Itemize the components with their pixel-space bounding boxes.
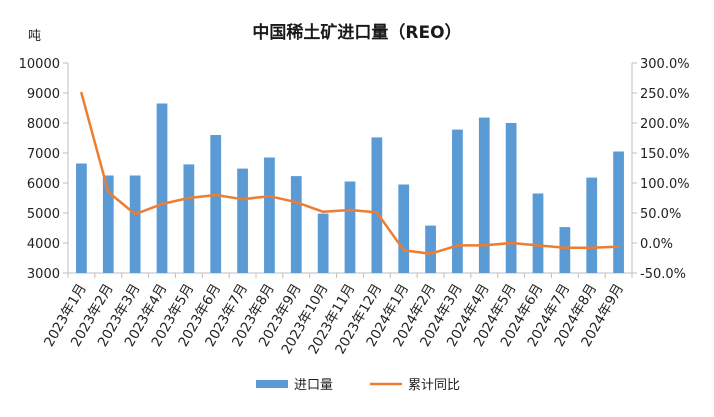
bar xyxy=(613,151,624,273)
right-axis-tick-label: 300.0% xyxy=(640,57,690,72)
line-point xyxy=(429,252,432,255)
left-axis-tick-label: 5000 xyxy=(27,207,60,222)
bar xyxy=(129,175,141,273)
right-axis-tick-label: 50.0% xyxy=(640,207,681,222)
bar xyxy=(398,184,410,273)
line-point xyxy=(133,213,137,216)
line-point xyxy=(456,244,459,247)
bar xyxy=(102,175,114,273)
line-point xyxy=(241,198,244,201)
right-axis-tick-label: 0.0% xyxy=(640,237,673,252)
line-point xyxy=(295,201,298,204)
bar xyxy=(452,129,463,273)
bar xyxy=(210,135,222,273)
bar xyxy=(76,163,87,273)
right-axis-tick-label: 250.0% xyxy=(640,87,690,102)
line-point xyxy=(80,91,83,95)
bar xyxy=(156,103,168,273)
line-point xyxy=(590,246,593,249)
line-point xyxy=(375,211,379,214)
bar xyxy=(237,168,248,273)
right-axis-tick-label: -50.0% xyxy=(640,267,686,282)
right-axis-tick-label: 200.0% xyxy=(640,117,690,132)
bar xyxy=(505,123,517,273)
bar xyxy=(586,177,598,273)
bar xyxy=(371,137,383,273)
line-point xyxy=(321,210,325,213)
line-point xyxy=(402,249,405,252)
line-point xyxy=(483,244,486,247)
plot-area: 3000 4000 5000 6000 7000 8000 9000 10000 -50.0% 0… xyxy=(19,57,690,357)
left-axis-unit: 吨 xyxy=(28,29,41,44)
bar xyxy=(425,225,436,273)
left-axis-tick-label: 6000 xyxy=(27,177,60,192)
legend-label-bar: 进口量 xyxy=(294,378,333,393)
left-axis-tick-label: 4000 xyxy=(27,237,60,252)
right-axis-tick-label: 100.0% xyxy=(640,177,690,192)
left-axis-tick-label: 3000 xyxy=(27,267,60,282)
line-point xyxy=(617,245,620,248)
line-point xyxy=(563,246,567,249)
line-point xyxy=(160,202,164,206)
line-point xyxy=(107,190,110,194)
bar xyxy=(264,157,275,273)
bar xyxy=(344,181,356,273)
line-point xyxy=(187,196,191,200)
chart-title: 中国稀土矿进口量（REO） xyxy=(252,22,461,43)
bar xyxy=(317,213,329,273)
legend: 进口量 累计同比 xyxy=(256,378,460,393)
left-axis-tick-label: 10000 xyxy=(19,57,60,72)
line-point xyxy=(214,193,217,197)
bar xyxy=(183,164,195,273)
legend-swatch-bar xyxy=(256,380,288,388)
right-axis-tick-label: 150.0% xyxy=(640,147,690,162)
bar xyxy=(478,117,490,273)
left-axis-tick-label: 7000 xyxy=(27,147,60,162)
line-point xyxy=(268,195,271,198)
legend-label-line: 累计同比 xyxy=(408,378,460,393)
line-point xyxy=(536,244,540,247)
line-point xyxy=(509,241,513,245)
line-point xyxy=(348,208,352,212)
bar xyxy=(559,227,571,273)
bar xyxy=(290,176,302,273)
left-axis-tick-label: 8000 xyxy=(27,117,60,132)
left-axis-tick-label: 9000 xyxy=(27,87,60,102)
bar xyxy=(532,193,544,273)
